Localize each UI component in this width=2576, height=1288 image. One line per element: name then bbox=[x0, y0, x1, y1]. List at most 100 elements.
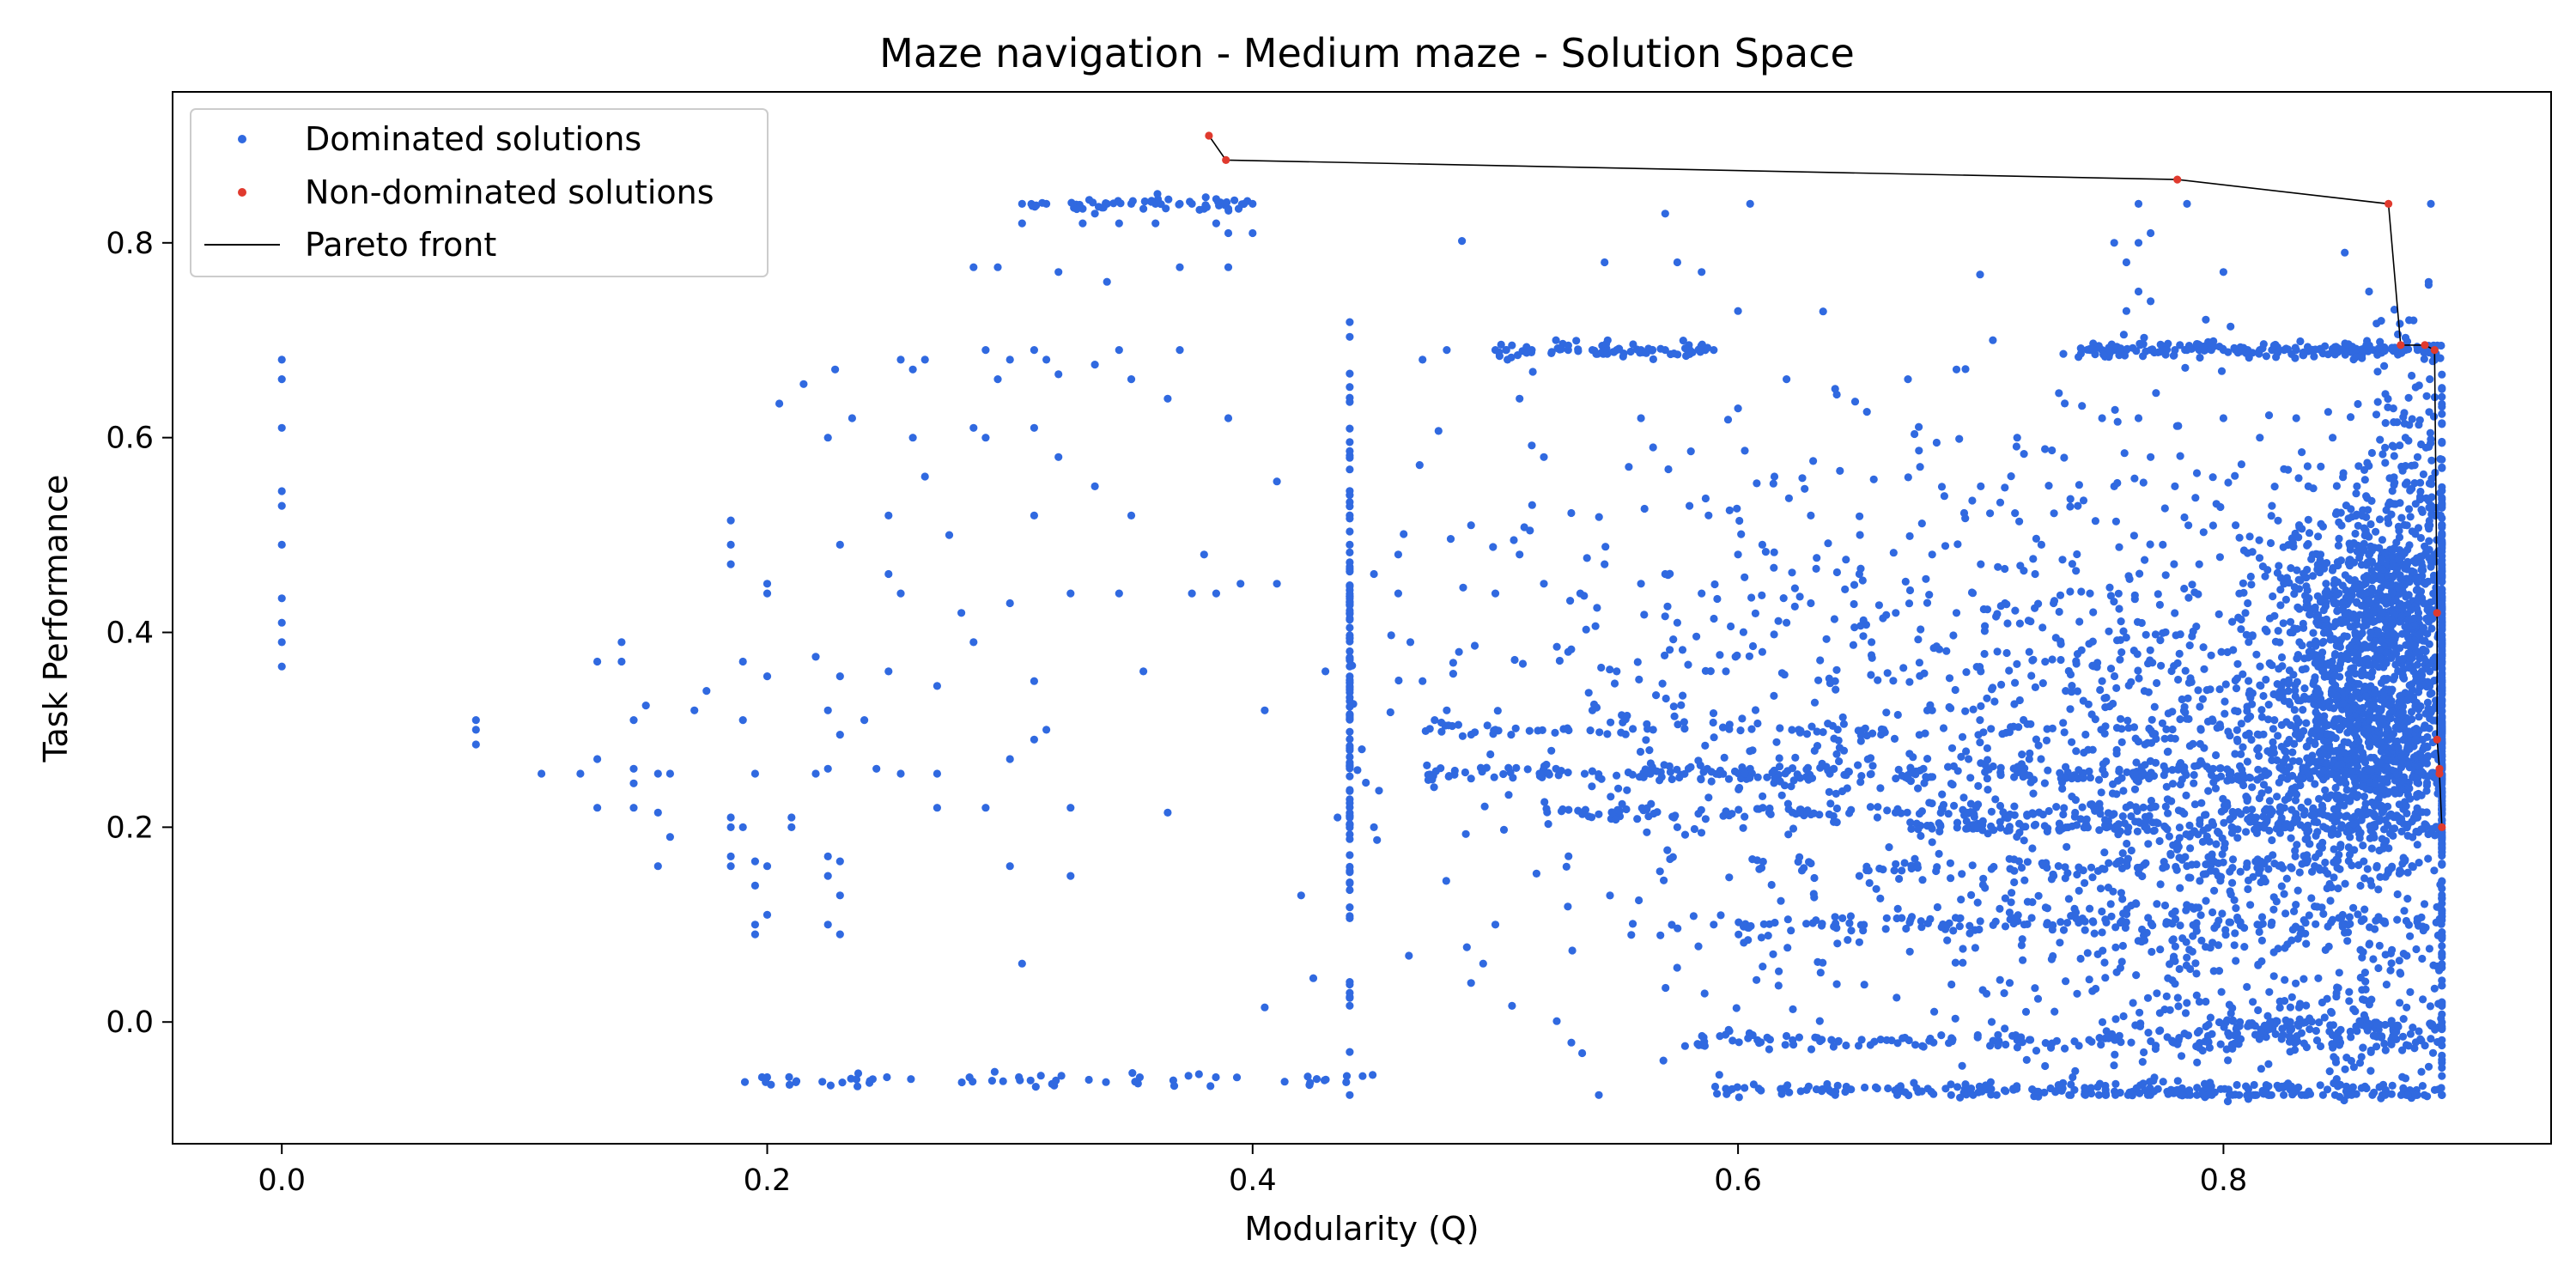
dominated-point bbox=[1830, 922, 1838, 931]
dominated-point bbox=[1188, 589, 1196, 598]
dominated-point bbox=[2302, 582, 2311, 591]
dominated-point bbox=[1606, 891, 1614, 900]
dominated-point bbox=[2302, 719, 2311, 727]
dominated-point bbox=[1807, 598, 1815, 608]
dominated-point bbox=[2075, 886, 2083, 895]
dominated-point bbox=[2378, 536, 2386, 544]
dominated-point bbox=[2013, 434, 2021, 442]
dominated-point bbox=[2021, 1007, 2031, 1016]
dominated-point bbox=[1704, 793, 1713, 802]
dominated-point bbox=[2013, 659, 2021, 669]
dominated-point bbox=[2409, 614, 2418, 623]
dominated-point bbox=[2421, 549, 2430, 557]
dominated-point bbox=[1430, 783, 1438, 792]
dominated-point bbox=[2118, 941, 2127, 951]
dominated-point bbox=[2375, 515, 2385, 524]
dominated-point bbox=[629, 716, 638, 725]
dominated-point bbox=[1564, 341, 1572, 349]
dominated-point bbox=[1903, 808, 1911, 817]
dominated-point bbox=[896, 769, 905, 778]
dominated-point bbox=[2357, 671, 2366, 680]
dominated-point bbox=[2101, 816, 2110, 824]
dominated-point bbox=[653, 808, 662, 817]
dominated-point bbox=[2303, 462, 2312, 471]
dominated-point bbox=[2306, 611, 2314, 619]
dominated-point bbox=[2112, 683, 2121, 693]
dominated-point bbox=[1905, 677, 1914, 686]
dominated-point bbox=[2245, 677, 2253, 685]
dominated-point bbox=[2425, 659, 2433, 668]
dominated-point bbox=[2361, 799, 2370, 808]
dominated-point bbox=[1613, 771, 1621, 780]
dominated-point bbox=[1689, 912, 1698, 920]
dominated-point bbox=[2420, 900, 2429, 908]
dominated-point bbox=[2176, 759, 2185, 768]
dominated-point bbox=[1850, 599, 1858, 609]
dominated-point bbox=[2352, 353, 2360, 361]
dominated-point bbox=[2001, 483, 2009, 492]
dominated-point bbox=[2275, 562, 2283, 570]
dominated-point bbox=[1753, 773, 1762, 781]
dominated-point bbox=[2378, 801, 2386, 811]
dominated-point bbox=[1735, 930, 1743, 939]
dominated-point bbox=[1567, 508, 1576, 518]
dominated-point bbox=[1673, 823, 1681, 832]
dominated-point bbox=[1925, 591, 1934, 599]
dominated-point bbox=[2321, 858, 2330, 867]
dominated-point bbox=[1564, 805, 1573, 814]
dominated-point bbox=[2396, 499, 2404, 507]
dominated-point bbox=[2413, 343, 2421, 351]
dominated-point bbox=[2040, 779, 2049, 787]
dominated-point bbox=[2201, 811, 2209, 819]
dominated-point bbox=[1525, 726, 1534, 735]
dominated-point bbox=[1597, 775, 1606, 783]
dominated-point bbox=[2297, 1029, 2306, 1037]
dominated-point bbox=[1959, 793, 1968, 802]
dominated-point bbox=[1601, 543, 1610, 551]
dominated-point bbox=[2406, 1030, 2415, 1038]
dominated-point bbox=[1623, 786, 1631, 794]
dominated-point bbox=[2269, 592, 2277, 601]
dominated-point bbox=[2199, 643, 2208, 652]
dominated-point bbox=[2144, 1029, 2153, 1037]
dominated-point bbox=[1370, 823, 1378, 832]
dominated-point bbox=[1552, 336, 1560, 344]
dominated-point bbox=[2219, 344, 2227, 353]
dominated-point bbox=[1802, 920, 1811, 928]
dominated-point bbox=[1516, 550, 1524, 559]
dominated-point bbox=[1883, 806, 1892, 815]
dominated-point bbox=[2349, 648, 2358, 657]
dominated-point bbox=[2237, 750, 2245, 759]
dominated-point bbox=[2087, 1089, 2096, 1098]
dominated-point bbox=[1342, 1078, 1351, 1086]
dominated-point bbox=[1491, 589, 1500, 598]
dominated-point bbox=[2316, 1042, 2325, 1051]
dominated-point bbox=[1633, 815, 1642, 823]
dominated-point bbox=[2094, 775, 2104, 784]
dominated-point bbox=[2321, 786, 2330, 794]
dominated-point bbox=[1455, 647, 1463, 656]
dominated-point bbox=[762, 910, 772, 919]
dominated-point bbox=[2295, 868, 2304, 877]
dominated-point bbox=[2211, 784, 2221, 793]
dominated-point bbox=[1827, 1036, 1836, 1044]
dominated-point bbox=[2269, 905, 2278, 914]
dominated-point bbox=[2388, 562, 2397, 571]
dominated-point bbox=[2113, 636, 2122, 645]
dominated-point bbox=[1084, 1075, 1093, 1084]
dominated-point bbox=[1862, 408, 1871, 416]
dominated-point bbox=[1499, 769, 1508, 779]
dominated-point bbox=[1775, 754, 1783, 762]
dominated-point bbox=[1962, 668, 1971, 677]
dominated-point bbox=[1898, 866, 1906, 875]
dominated-point bbox=[2375, 815, 2384, 823]
dominated-point bbox=[1944, 762, 1953, 771]
dominated-point bbox=[2302, 1001, 2311, 1010]
dominated-point bbox=[1454, 720, 1462, 729]
dominated-point bbox=[2336, 865, 2344, 873]
dominated-point bbox=[2391, 672, 2399, 681]
dominated-point bbox=[1832, 804, 1841, 813]
dominated-point bbox=[981, 804, 990, 812]
dominated-point bbox=[2299, 706, 2307, 714]
